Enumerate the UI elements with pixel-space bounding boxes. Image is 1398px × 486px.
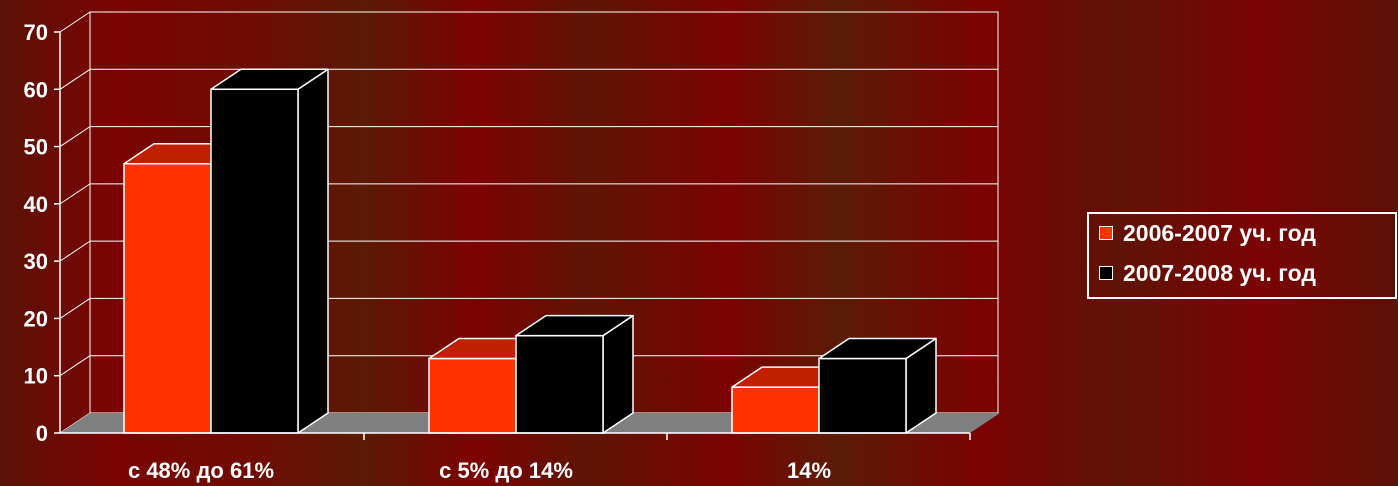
legend-swatch-series-2 [1099,266,1113,280]
bar-2-3 [818,357,907,434]
gridline-depth [59,11,91,33]
bar-top-2-3 [818,337,937,360]
gridline-depth [59,298,91,319]
y-tick-label: 10 [24,364,48,389]
bar-side-2-1 [297,68,329,434]
gridline-depth [59,68,91,90]
bar-2-1 [210,88,299,434]
y-tick-label: 30 [24,249,48,274]
y-tick-label: 20 [24,306,48,331]
legend-label-series-1: 2006-2007 уч. год [1123,219,1316,246]
bar-2-2 [515,334,604,434]
legend-item-series-2: 2007-2008 уч. год [1099,260,1316,286]
y-axis: 0 10 20 30 40 50 60 70 [24,20,61,446]
chart-bars [123,68,937,434]
bar-1-2 [428,357,517,434]
x-tick-label-1: с 48% до 61% [128,458,274,483]
y-tick-label: 60 [24,77,48,102]
bar-1-1 [123,163,212,434]
legend-label-series-2: 2007-2008 уч. год [1123,259,1316,286]
y-tick-label: 50 [24,135,48,160]
gridline-depth [59,355,91,377]
y-tick-label: 40 [24,192,48,217]
gridline-depth [59,240,91,262]
bar-top-2-1 [210,68,329,91]
chart-legend: 2006-2007 уч. год 2007-2008 уч. год [1087,212,1397,299]
legend-swatch-series-1 [1099,226,1113,240]
x-tick-label-3: 14% [787,458,831,483]
bar-top-2-2 [515,314,634,337]
bar-1-3 [731,386,820,434]
x-axis: с 48% до 61% с 5% до 14% 14% [60,432,971,483]
gridline-depth [59,183,91,205]
x-tick-label-2: с 5% до 14% [439,458,573,483]
y-tick-label: 70 [24,20,48,45]
legend-item-series-1: 2006-2007 уч. год [1099,220,1316,246]
gridline-depth [59,126,91,147]
y-tick-label: 0 [36,421,48,446]
